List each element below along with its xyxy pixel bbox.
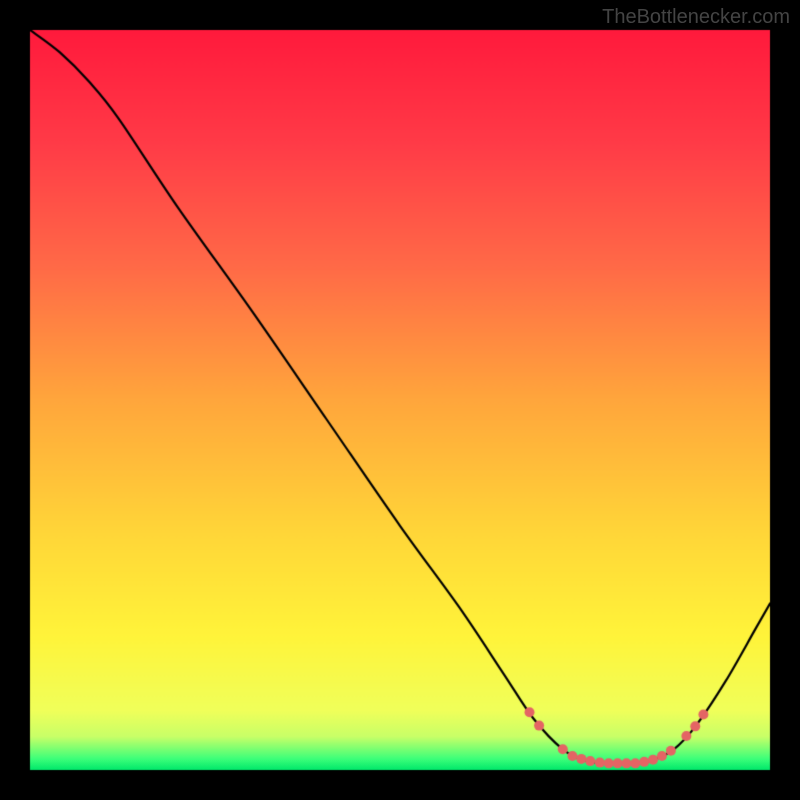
bottleneck-chart-canvas [0,0,800,800]
watermark-text: TheBottlenecker.com [602,6,790,29]
chart-container: TheBottlenecker.com [0,0,800,800]
